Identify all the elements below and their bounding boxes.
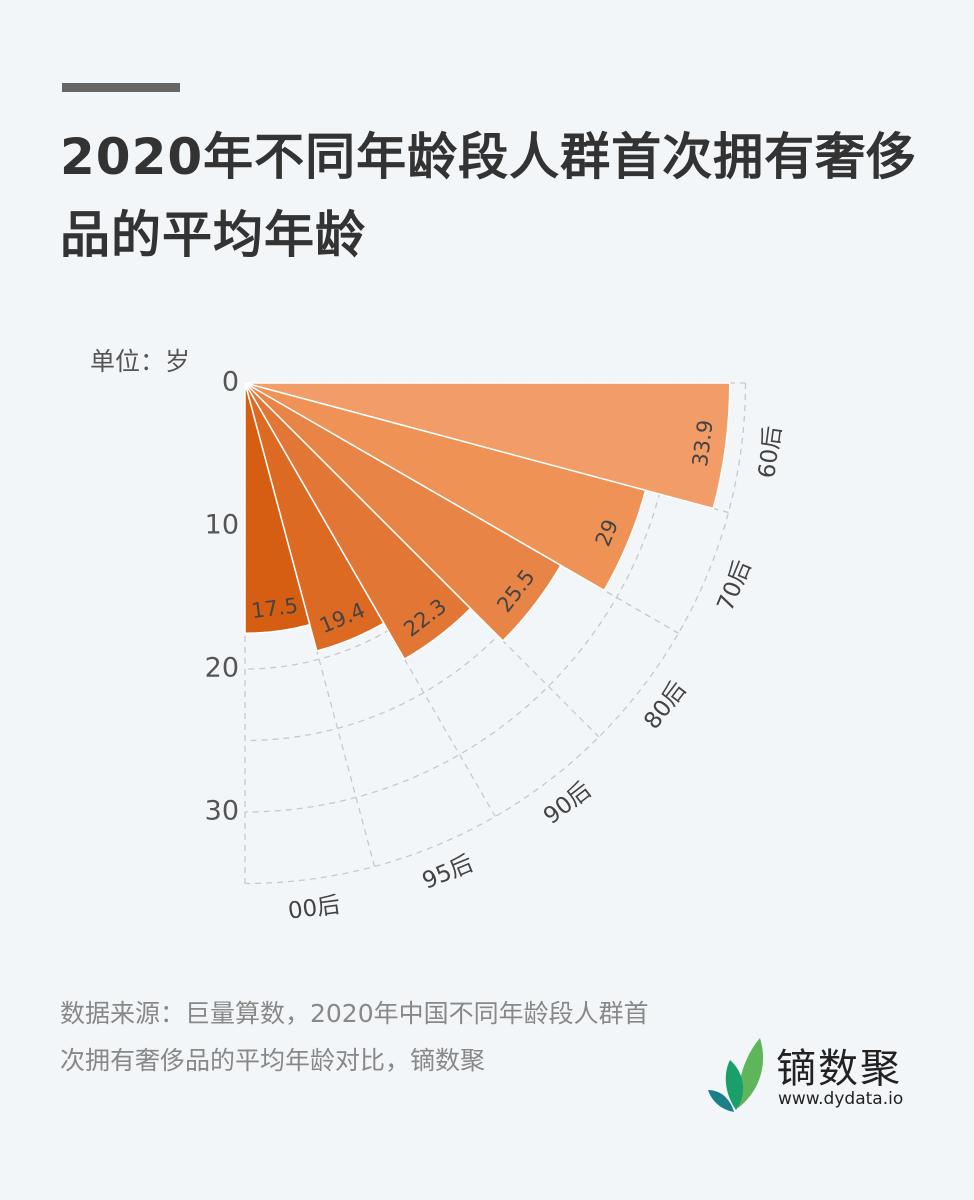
category-label: 60后 [754,425,787,480]
unit-label: 单位：岁 [90,347,191,376]
accent-bar [62,83,180,92]
category-label: 95后 [419,851,477,895]
chart-sectors [244,382,731,661]
radial-tick-label: 20 [205,653,239,684]
radial-tick-label: 10 [205,510,239,541]
sector-3 [244,382,472,661]
radial-tick-label: 30 [205,796,239,827]
logo-url: www.dydata.io [778,1089,904,1109]
brand-logo: 镝数聚 www.dydata.io [708,1036,928,1116]
category-label: 90后 [539,777,596,829]
sector-0 [244,382,731,510]
logo-name: 镝数聚 [776,1046,902,1092]
sector-5 [244,382,311,635]
category-label: 70后 [713,557,757,615]
page-title: 2020年不同年龄段人群首次拥有奢侈品的平均年龄 [60,128,918,264]
source-note: 数据来源：巨量算数，2020年中国不同年龄段人群首次拥有奢侈品的平均年龄对比，镝… [60,999,649,1075]
sector-2 [244,382,562,642]
category-label: 80后 [639,677,691,734]
sector-1 [244,382,647,592]
leaf-logo-icon [708,1038,764,1112]
category-label: 00后 [287,892,342,925]
sector-4 [244,382,385,652]
radial-tick-label: 0 [222,367,239,398]
